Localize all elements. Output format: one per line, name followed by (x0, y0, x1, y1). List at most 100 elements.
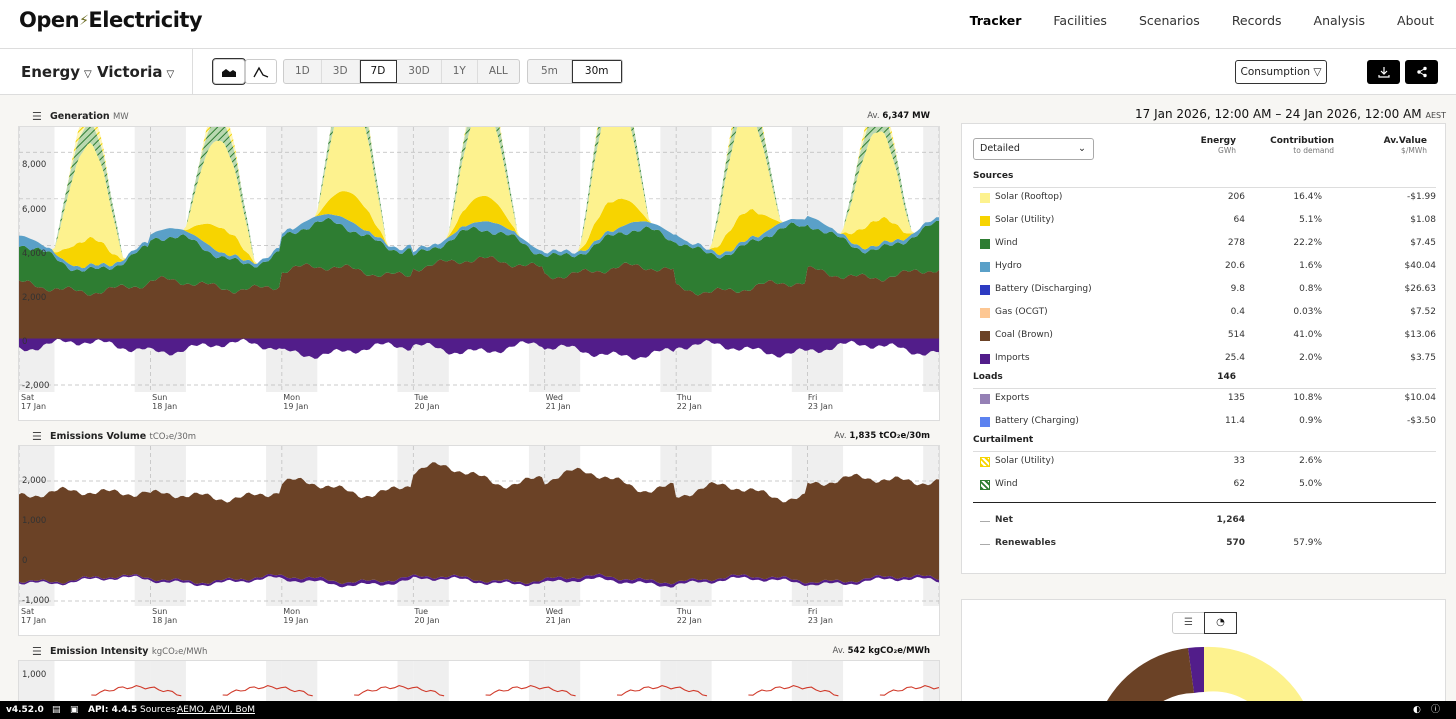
x-tick-label: Fri 23 Jan (807, 607, 833, 625)
wind-curtailment-area (19, 127, 939, 264)
range-all[interactable]: ALL (488, 65, 508, 77)
sources-row[interactable]: Solar (Rooftop) 206 16.4% -$1.99 (973, 190, 1436, 206)
curtailment-row[interactable]: Wind 62 5.0% (973, 477, 1436, 493)
divider (192, 49, 193, 95)
row-value: $26.63 (1404, 284, 1437, 294)
coal-area (19, 256, 939, 339)
row-contribution: 2.6% (1299, 456, 1322, 466)
row-value: $13.06 (1404, 330, 1437, 340)
sources-row[interactable]: Hydro 20.6 1.6% $40.04 (973, 259, 1436, 275)
row-name: Exports (995, 393, 1030, 403)
line-chart-toggle[interactable] (245, 59, 277, 84)
row-name: Solar (Utility) (995, 215, 1055, 225)
section-total: 146 (1217, 372, 1236, 382)
row-value: $3.75 (1410, 353, 1436, 363)
generation-chart[interactable]: 8,000 6,000 4,000 2,000 0 -2,000 Sat 17 J… (18, 126, 940, 421)
nav-tracker[interactable]: Tracker (969, 13, 1022, 28)
legend-line (980, 544, 990, 545)
pie-icon[interactable]: ◔ (1204, 612, 1237, 634)
bolt-icon: ⚡ (79, 13, 89, 29)
loads-row[interactable]: Battery (Charging) 11.4 0.9% -$3.50 (973, 414, 1436, 430)
range-30d[interactable]: 30D (397, 60, 442, 83)
legend-swatch (980, 480, 990, 490)
loads-row[interactable]: Exports 135 10.8% $10.04 (973, 391, 1436, 407)
view-toggle: ☰ ◔ (1172, 612, 1237, 634)
download-icon (1377, 67, 1390, 78)
emissions-chart[interactable]: 2,000 1,000 0 -1,000 Sat 17 Jan Sun 18 Jan M… (18, 445, 940, 636)
sources-links[interactable]: AEMO, APVI, BoM (177, 705, 255, 715)
intensity-chart-svg (19, 661, 939, 704)
nav-scenarios[interactable]: Scenarios (1138, 13, 1200, 28)
night-band (660, 661, 677, 704)
range-3d[interactable]: 3D (322, 60, 360, 83)
col-value: Av.Value $/MWh (1383, 136, 1427, 155)
interval-30m[interactable]: 30m (571, 60, 622, 83)
intensity-chart[interactable]: 1,000 (18, 660, 940, 705)
nav-about[interactable]: About (1397, 13, 1434, 28)
row-energy: 0.4 (1230, 307, 1245, 317)
curtailment-row[interactable]: Solar (Utility) 33 2.6% (973, 454, 1436, 470)
night-band (676, 661, 712, 704)
row-name: Gas (OCGT) (995, 307, 1048, 317)
sources-row[interactable]: Battery (Discharging) 9.8 0.8% $26.63 (973, 282, 1436, 298)
download-button[interactable] (1367, 60, 1400, 84)
clipboard-icon[interactable]: ▤ (52, 705, 61, 715)
list-icon[interactable]: ☰ (1173, 613, 1205, 633)
logo[interactable]: Open⚡Electricity (19, 8, 203, 32)
y-tick: 1,000 (22, 516, 47, 526)
section-loads: Loads (973, 372, 1003, 382)
x-tick-label: Thu 22 Jan (676, 607, 702, 625)
sources-row[interactable]: Solar (Utility) 64 5.1% $1.08 (973, 213, 1436, 229)
sources-row[interactable]: Imports 25.4 2.0% $3.75 (973, 351, 1436, 367)
share-button[interactable] (1405, 60, 1438, 84)
hydro-area (19, 214, 939, 272)
sources-row[interactable]: Coal (Brown) 514 41.0% $13.06 (973, 328, 1436, 344)
nav-records[interactable]: Records (1231, 13, 1282, 28)
x-tick-label: Wed 21 Jan (545, 607, 571, 625)
consumption-select[interactable]: Consumption ▽ (1235, 60, 1327, 84)
doc-icon[interactable]: ▣ (70, 705, 79, 715)
status-bar: v4.52.0 ▤ ▣ API: 4.4.5 Sources: AEMO, AP… (0, 701, 1456, 719)
range-1y[interactable]: 1Y (442, 60, 478, 83)
range-7d[interactable]: 7D (359, 60, 398, 83)
sources-row[interactable]: Gas (OCGT) 0.4 0.03% $7.52 (973, 305, 1436, 321)
legend-swatch (980, 394, 990, 404)
emissions-chart-svg (19, 446, 939, 606)
menu-icon[interactable]: ☰ (32, 110, 42, 123)
row-value: -$3.50 (1406, 416, 1436, 426)
line-chart-icon (253, 66, 269, 78)
info-icon[interactable]: ⓘ (1431, 705, 1441, 715)
intensity-line (748, 685, 839, 697)
row-name: Imports (995, 353, 1030, 363)
area-chart-toggle[interactable] (212, 58, 246, 85)
generation-title: Generation MW (50, 111, 129, 122)
view-select[interactable]: Detailed ⌄ (973, 138, 1094, 160)
imports-emissions-area (19, 573, 939, 588)
section-sources: Sources (973, 171, 1014, 181)
metric-select[interactable]: Energy ▽ (21, 63, 92, 81)
region-select[interactable]: Victoria ▽ (97, 63, 175, 81)
menu-icon[interactable]: ☰ (32, 430, 42, 443)
night-band (807, 661, 844, 704)
menu-icon[interactable]: ☰ (32, 645, 42, 658)
range-1d[interactable]: 1D (284, 60, 322, 83)
divider (973, 187, 1436, 188)
intensity-line (222, 685, 313, 697)
legend-line (980, 521, 990, 522)
emissions-title: Emissions Volume tCO₂e/30m (50, 431, 197, 442)
y-tick: 0 (22, 556, 28, 566)
solar-utility-area (19, 191, 939, 269)
row-contribution: 2.0% (1299, 353, 1322, 363)
row-value: $40.04 (1404, 261, 1437, 271)
theme-icon[interactable]: ◐ (1413, 705, 1421, 715)
nav-analysis[interactable]: Analysis (1313, 13, 1366, 28)
night-band (19, 661, 55, 704)
sources-row[interactable]: Wind 278 22.2% $7.45 (973, 236, 1436, 252)
x-tick-label: Tue 20 Jan (414, 393, 440, 411)
row-energy: 25.4 (1224, 353, 1245, 363)
row-value: -$1.99 (1406, 192, 1436, 202)
nav-facilities[interactable]: Facilities (1053, 13, 1107, 28)
sources-prefix: Sources: (140, 705, 179, 715)
legend-swatch (980, 331, 990, 341)
interval-5m[interactable]: 5m (528, 60, 572, 83)
